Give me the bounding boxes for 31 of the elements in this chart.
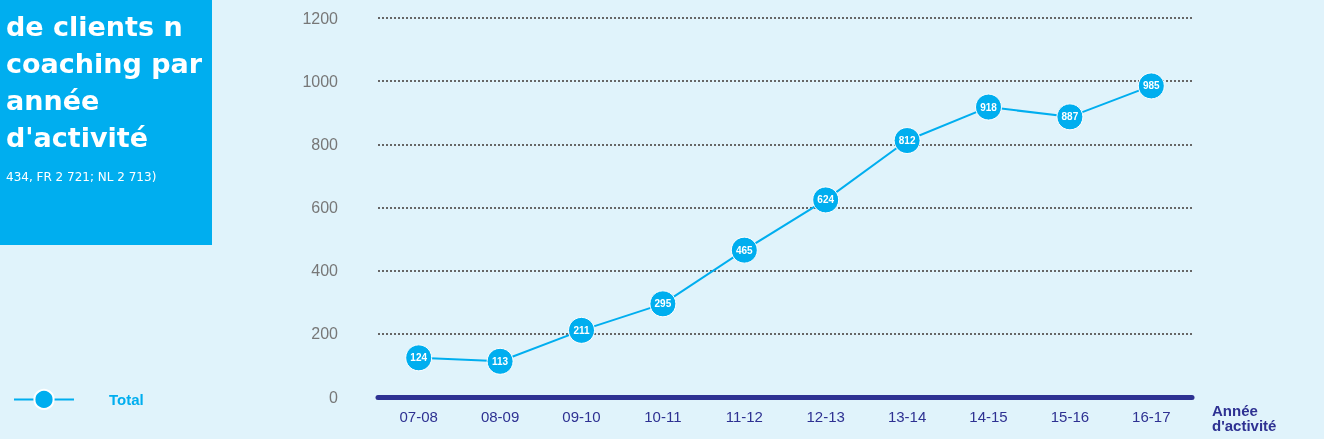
y-tick-label: 0 — [329, 388, 339, 406]
x-tick-label: 16-17 — [1132, 408, 1171, 425]
x-tick-label: 08-09 — [480, 408, 520, 425]
data-label: 465 — [735, 244, 754, 256]
x-tick-label: 09-10 — [562, 408, 601, 425]
y-tick-label: 200 — [311, 325, 339, 343]
y-tick-label: 800 — [311, 135, 339, 153]
y-tick-label: 400 — [311, 262, 339, 280]
data-label: 624 — [817, 194, 835, 206]
x-tick-label: 07-08 — [399, 408, 438, 425]
y-tick-label: 600 — [311, 199, 339, 216]
x-tick-label: 14-15 — [969, 408, 1008, 425]
text: 434, FR 2 721; NL 2 713) — [6, 170, 158, 184]
data-label: 124 — [410, 352, 428, 364]
data-label: 211 — [573, 324, 590, 336]
data-label: 812 — [898, 135, 916, 147]
text: de clients n coaching par année d'activité — [6, 10, 204, 155]
x-tick-label: 11-12 — [725, 408, 763, 425]
legend-label: Total — [109, 390, 144, 408]
data-label: 295 — [654, 298, 672, 310]
data-label: 985 — [1142, 80, 1161, 92]
x-tick-label: 12-13 — [806, 408, 845, 425]
x-tick-label: 10-11 — [644, 408, 682, 425]
y-tick-label: 1000 — [302, 72, 339, 90]
data-label: 887 — [1061, 111, 1079, 123]
x-axis-title: Année d'activité — [1212, 402, 1277, 434]
x-tick-label: 15-16 — [1050, 408, 1090, 425]
x-tick-label: 13-14 — [887, 408, 927, 425]
data-label: 918 — [980, 101, 998, 113]
y-tick-label: 1200 — [302, 9, 339, 27]
data-label: 113 — [492, 355, 509, 367]
